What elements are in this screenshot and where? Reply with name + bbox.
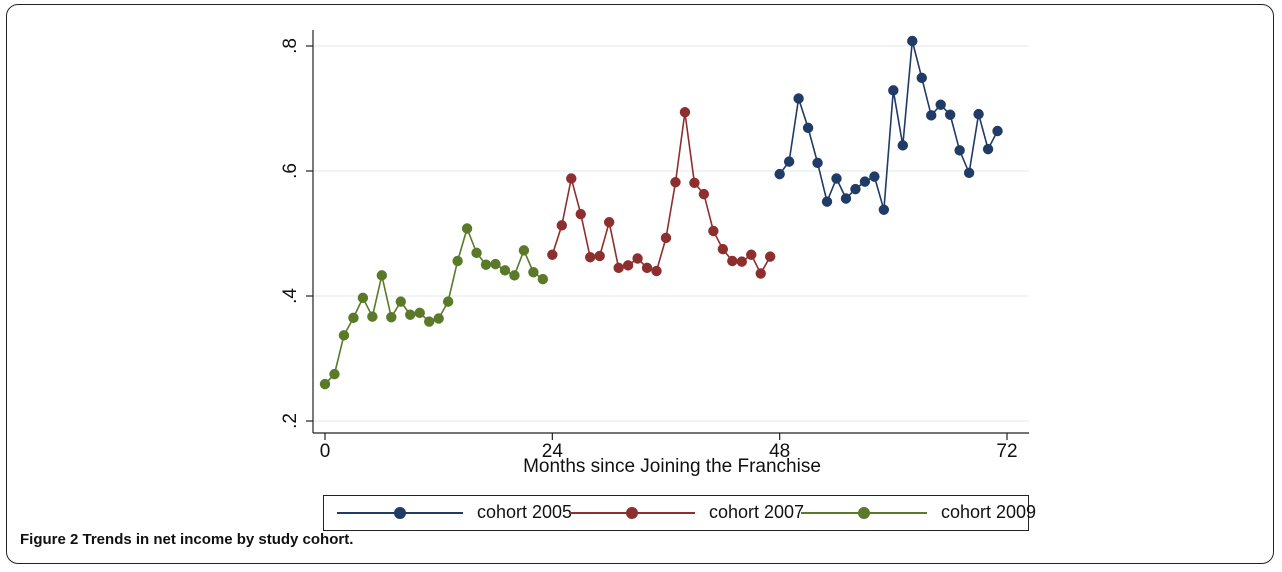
- data-point-cohort-2009-16: [471, 247, 482, 259]
- series-cohort-2007: [547, 107, 776, 279]
- legend-marker-cohort-2009: [858, 507, 870, 519]
- data-point-cohort-2007-12: [660, 232, 672, 244]
- data-point-cohort-2007-21: [746, 249, 757, 260]
- data-point-cohort-2009-3: [348, 312, 359, 324]
- data-point-cohort-2005-6: [831, 173, 842, 184]
- data-point-cohort-2007-16: [698, 188, 710, 200]
- series-line-cohort-2007: [551, 112, 771, 276]
- data-point-cohort-2005-19: [954, 145, 965, 156]
- legend-label-cohort-2007: cohort 2007: [709, 502, 805, 522]
- axes: .2 .4 .6 .8 0 24 48 72: [280, 30, 1029, 462]
- data-point-cohort-2005-2: [793, 93, 804, 104]
- data-point-cohort-2007-17: [708, 225, 719, 237]
- data-point-cohort-2005-13: [897, 140, 909, 151]
- data-point-cohort-2007-18: [717, 243, 729, 255]
- data-point-cohort-2009-10: [414, 307, 425, 319]
- data-point-cohort-2005-17: [935, 99, 946, 110]
- data-point-cohort-2009-23: [537, 273, 549, 285]
- data-point-cohort-2005-16: [926, 110, 937, 121]
- gridlines: [313, 45, 1029, 422]
- data-point-cohort-2009-2: [338, 330, 350, 341]
- data-point-cohort-2007-14: [679, 107, 691, 118]
- data-point-cohort-2009-13: [442, 296, 454, 307]
- data-point-cohort-2009-19: [499, 265, 511, 276]
- series-layer: [319, 35, 1003, 390]
- legend-marker-cohort-2005: [394, 507, 406, 519]
- series-cohort-2005: [774, 35, 1003, 215]
- data-point-cohort-2005-0: [774, 168, 785, 180]
- data-point-cohort-2007-1: [556, 220, 568, 231]
- data-point-cohort-2005-22: [982, 143, 994, 155]
- legend-marker-cohort-2007: [626, 507, 638, 519]
- data-point-cohort-2005-15: [916, 72, 927, 84]
- legend-label-cohort-2009: cohort 2009: [941, 502, 1037, 522]
- data-point-cohort-2005-11: [878, 204, 890, 215]
- data-point-cohort-2005-18: [944, 109, 956, 120]
- data-point-cohort-2007-2: [566, 173, 577, 184]
- data-point-cohort-2007-23: [764, 251, 776, 262]
- data-point-cohort-2009-17: [480, 259, 492, 270]
- data-point-cohort-2009-1: [329, 368, 340, 380]
- legend: cohort 2005 cohort 2007 cohort 2009: [323, 495, 1036, 531]
- x-tick-label-2: 48: [769, 441, 790, 462]
- data-point-cohort-2009-8: [395, 296, 406, 307]
- x-tick-label-3: 72: [996, 441, 1017, 462]
- figure-caption: Figure 2 Trends in net income by study c…: [20, 531, 354, 548]
- data-point-cohort-2005-21: [973, 108, 984, 120]
- data-point-cohort-2005-7: [840, 193, 852, 204]
- data-point-cohort-2007-20: [736, 256, 747, 267]
- data-point-cohort-2005-23: [992, 125, 1003, 137]
- data-point-cohort-2009-22: [528, 267, 539, 278]
- data-point-cohort-2007-7: [613, 262, 624, 274]
- data-point-cohort-2005-8: [850, 183, 861, 195]
- legend-label-cohort-2005: cohort 2005: [477, 502, 573, 522]
- data-point-cohort-2005-20: [963, 167, 975, 179]
- series-cohort-2009: [319, 223, 549, 390]
- figure-frame: [6, 4, 1274, 564]
- data-point-cohort-2007-9: [632, 253, 643, 264]
- data-point-cohort-2009-18: [490, 258, 501, 270]
- data-point-cohort-2009-6: [376, 270, 388, 281]
- data-point-cohort-2009-5: [367, 311, 378, 322]
- data-point-cohort-2007-5: [594, 250, 605, 262]
- x-tick-label-0: 0: [320, 441, 331, 462]
- y-tick-label-2: .6: [280, 163, 301, 179]
- data-point-cohort-2005-4: [812, 157, 823, 169]
- data-point-cohort-2007-13: [670, 177, 681, 188]
- data-point-cohort-2009-9: [405, 309, 416, 320]
- data-point-cohort-2009-14: [452, 255, 463, 267]
- data-point-cohort-2005-5: [821, 196, 833, 207]
- data-point-cohort-2009-15: [461, 223, 473, 234]
- data-point-cohort-2007-19: [727, 255, 738, 267]
- data-point-cohort-2005-10: [869, 171, 880, 182]
- data-point-cohort-2009-21: [518, 245, 530, 256]
- y-tick-label-3: .8: [280, 38, 301, 54]
- data-point-cohort-2005-14: [907, 35, 918, 47]
- data-point-cohort-2007-11: [651, 265, 662, 277]
- series-line-cohort-2009: [324, 226, 544, 385]
- x-axis-label: Months since Joining the Franchise: [523, 456, 821, 477]
- data-point-cohort-2007-22: [755, 268, 766, 279]
- data-point-cohort-2007-6: [603, 217, 615, 228]
- data-point-cohort-2009-7: [386, 312, 397, 323]
- data-point-cohort-2009-4: [357, 292, 369, 304]
- data-point-cohort-2007-0: [547, 249, 558, 260]
- data-point-cohort-2007-4: [585, 252, 596, 263]
- data-point-cohort-2009-20: [509, 270, 520, 281]
- data-point-cohort-2009-12: [433, 313, 444, 324]
- data-point-cohort-2007-10: [641, 262, 653, 274]
- data-point-cohort-2005-12: [888, 85, 899, 96]
- y-tick-label-0: .2: [280, 413, 301, 429]
- data-point-cohort-2009-0: [319, 378, 331, 390]
- y-tick-label-1: .4: [280, 288, 301, 304]
- data-point-cohort-2005-9: [859, 176, 871, 187]
- x-tick-label-1: 24: [542, 441, 564, 462]
- data-point-cohort-2007-15: [689, 177, 700, 189]
- data-point-cohort-2007-3: [575, 208, 586, 220]
- data-point-cohort-2005-3: [802, 122, 814, 134]
- data-point-cohort-2009-11: [423, 316, 435, 327]
- data-point-cohort-2007-8: [622, 260, 634, 271]
- data-point-cohort-2005-1: [783, 156, 795, 167]
